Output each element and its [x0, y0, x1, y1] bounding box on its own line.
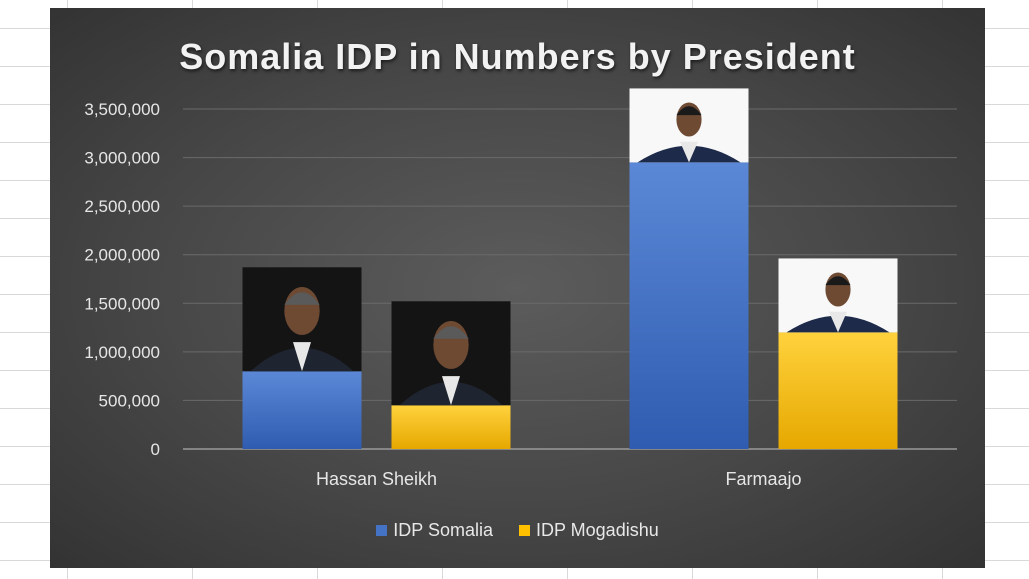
plot-area: 0 500,000 1,000,000 1,500,000 2,000,000 2,500… [84, 88, 957, 489]
y-tick-label: 0 [151, 440, 160, 459]
x-tick-label: Farmaajo [725, 469, 801, 489]
legend-label-idp-mogadishu: IDP Mogadishu [535, 520, 659, 540]
y-tick-label: 500,000 [99, 391, 160, 410]
bar-idp-mogadishu-hassan-sheikh [391, 405, 511, 449]
legend-label-idp-somalia: IDP Somalia [393, 520, 493, 540]
legend-swatch-idp-somalia [376, 525, 388, 536]
bar-idp-somalia-hassan-sheikh [242, 371, 362, 449]
legend-item-idp-mogadishu: IDP Mogadishu [518, 520, 659, 541]
legend-swatch-idp-mogadishu [518, 525, 530, 536]
y-tick-label: 2,000,000 [84, 246, 160, 265]
president-portrait-icon [629, 88, 749, 163]
y-tick-label: 1,000,000 [84, 343, 160, 362]
president-portrait-icon [242, 267, 362, 372]
x-tick-label: Hassan Sheikh [316, 469, 437, 489]
y-tick-label: 1,500,000 [84, 294, 160, 313]
y-tick-label: 3,000,000 [84, 149, 160, 168]
president-portrait-icon [391, 301, 511, 406]
y-tick-label: 3,500,000 [84, 100, 160, 119]
chart-area[interactable]: Somalia IDP in Numbers by President 0 500… [50, 8, 985, 568]
legend-item-idp-somalia: IDP Somalia [376, 520, 493, 541]
chart-title: Somalia IDP in Numbers by President [179, 36, 856, 77]
bar-idp-somalia-farmaajo [629, 162, 749, 449]
president-portrait-icon [778, 258, 898, 333]
bar-idp-mogadishu-farmaajo [778, 332, 898, 449]
y-tick-label: 2,500,000 [84, 197, 160, 216]
legend: IDP Somalia IDP Mogadishu [50, 520, 985, 541]
